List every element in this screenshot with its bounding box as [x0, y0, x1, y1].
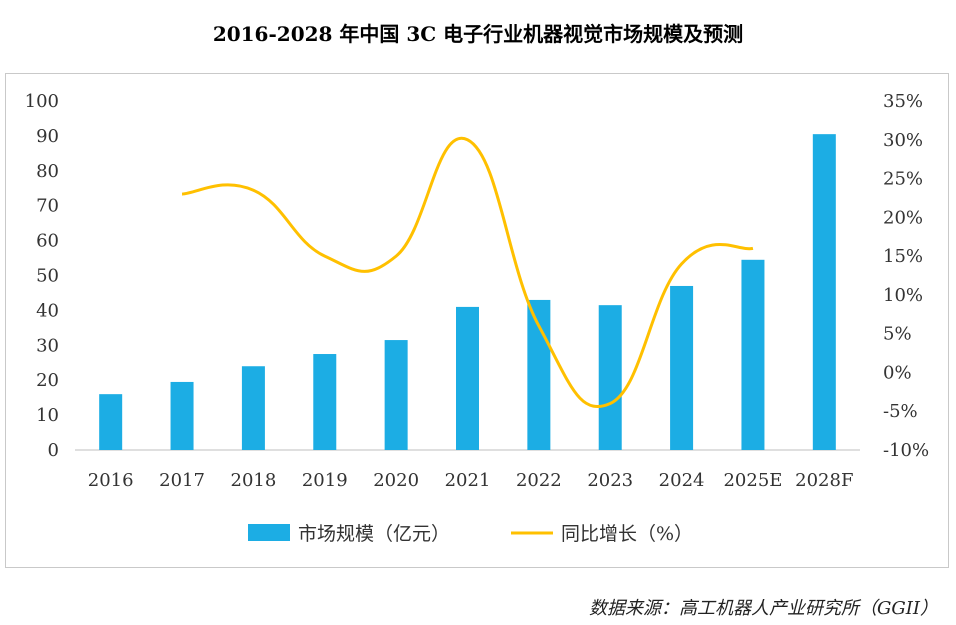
- right-axis-tick-label: -10%: [883, 440, 929, 461]
- bar-market-size: [598, 305, 622, 450]
- right-axis-tick-label: 25%: [883, 169, 923, 190]
- bar-market-size: [812, 134, 836, 450]
- right-axis-tick-label: 30%: [883, 130, 923, 151]
- left-axis-tick-label: 50: [36, 266, 59, 287]
- x-axis-tick-label: 2019: [302, 470, 348, 491]
- x-axis-tick-label: 2017: [159, 470, 205, 491]
- x-axis-tick-label: 2023: [587, 470, 633, 491]
- left-axis-tick-label: 40: [36, 300, 59, 321]
- bar-market-size: [670, 285, 694, 450]
- bar-market-size: [741, 259, 765, 450]
- right-axis-tick-label: 35%: [883, 91, 923, 112]
- source-note: 数据来源：高工机器人产业研究所（GGII）: [589, 598, 938, 619]
- x-axis-tick-label: 2024: [659, 470, 705, 491]
- x-axis-tick-label: 2025E: [723, 470, 782, 491]
- x-axis-tick-label: 2020: [373, 470, 419, 491]
- right-axis-tick-label: 10%: [883, 285, 923, 306]
- left-axis-tick-label: 70: [36, 196, 59, 217]
- x-axis-tick-label: 2021: [445, 470, 491, 491]
- chart-title: 2016-2028 年中国 3C 电子行业机器视觉市场规模及预测: [212, 22, 744, 46]
- left-axis-tick-label: 90: [36, 126, 59, 147]
- bar-market-size: [99, 394, 123, 450]
- right-axis-tick-label: 20%: [883, 207, 923, 228]
- left-axis-tick-label: 80: [36, 161, 59, 182]
- x-axis-tick-label: 2022: [516, 470, 562, 491]
- right-axis-tick-label: 0%: [883, 362, 912, 383]
- bar-market-size: [527, 299, 551, 450]
- right-axis-tick-label: 5%: [883, 324, 912, 345]
- legend-label-yoy-growth: 同比增长（%）: [561, 523, 693, 545]
- right-axis-tick-label: 15%: [883, 246, 923, 267]
- x-axis-tick-label: 2018: [231, 470, 277, 491]
- x-axis-tick-label: 2028F: [795, 470, 853, 491]
- chart-frame: [5, 73, 949, 568]
- left-axis-tick-label: 100: [25, 91, 59, 112]
- left-axis-tick-label: 60: [36, 231, 59, 252]
- bar-market-size: [241, 366, 265, 450]
- left-axis-tick-label: 0: [48, 440, 59, 461]
- bar-market-size: [170, 381, 194, 450]
- legend-label-market-size: 市场规模（亿元）: [298, 523, 450, 545]
- left-axis-tick-label: 10: [36, 405, 59, 426]
- x-axis-tick-label: 2016: [88, 470, 134, 491]
- legend-swatch-market-size: [248, 524, 290, 541]
- bar-market-size: [384, 340, 408, 450]
- right-axis-tick-label: -5%: [883, 401, 918, 422]
- left-axis-tick-label: 30: [36, 335, 59, 356]
- left-axis-tick-label: 20: [36, 370, 59, 391]
- bar-market-size: [313, 354, 337, 450]
- bar-market-size: [456, 306, 479, 450]
- line-yoy-growth: [181, 136, 754, 408]
